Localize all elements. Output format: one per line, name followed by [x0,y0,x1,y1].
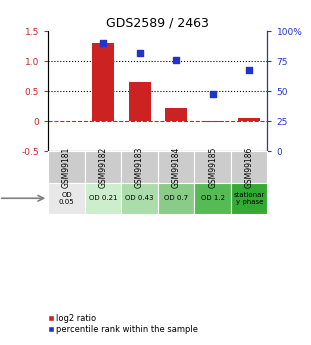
Bar [231,151,267,183]
Bar [85,151,121,183]
Bar [92,43,114,121]
Bar [48,151,85,183]
Bar [158,183,194,214]
Bar [194,151,231,183]
Text: GSM99185: GSM99185 [208,146,217,188]
Bar [231,183,267,214]
Text: OD 1.2: OD 1.2 [201,195,225,201]
Text: OD
0.05: OD 0.05 [59,192,74,205]
Bar [202,121,224,122]
Text: stationar
y phase: stationar y phase [234,192,265,205]
Point [247,67,252,72]
Text: GSM99183: GSM99183 [135,146,144,188]
Legend: log2 ratio, percentile rank within the sample: log2 ratio, percentile rank within the s… [44,310,202,337]
Text: GSM99182: GSM99182 [99,146,108,188]
Point [210,91,215,96]
Text: OD 0.43: OD 0.43 [125,195,154,201]
Text: GSM99181: GSM99181 [62,146,71,188]
Text: GSM99184: GSM99184 [172,146,181,188]
Bar [129,82,151,121]
Bar [121,183,158,214]
Bar [194,183,231,214]
Bar [121,151,158,183]
Point [137,50,142,56]
Text: GSM99186: GSM99186 [245,146,254,188]
Text: OD 0.7: OD 0.7 [164,195,188,201]
Bar [165,108,187,121]
Point [174,57,179,63]
Point [100,40,105,46]
Bar [48,183,85,214]
Bar [85,183,121,214]
Bar [158,151,194,183]
Text: OD 0.21: OD 0.21 [89,195,117,201]
Bar [238,118,260,121]
Title: GDS2589 / 2463: GDS2589 / 2463 [106,17,209,30]
